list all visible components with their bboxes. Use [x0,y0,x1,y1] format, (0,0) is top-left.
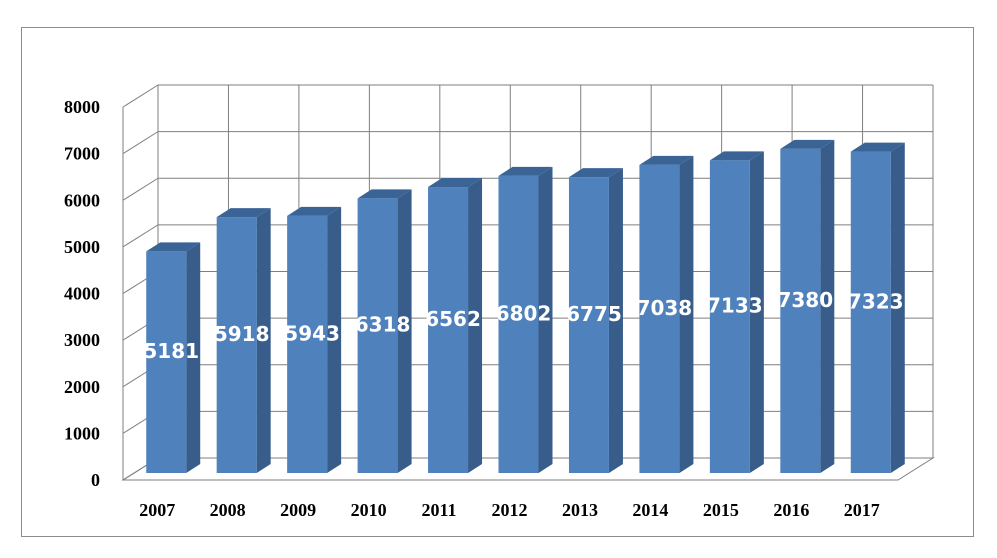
bar-2012 [498,166,553,473]
bar-front [850,151,891,473]
bar-top [216,208,271,218]
y-tick-label: 5000 [64,237,100,257]
bar-front [287,215,328,473]
x-tick-label: 2009 [280,500,316,520]
bar-top [498,166,553,176]
bar-front [639,164,680,473]
y-tick-label: 4000 [64,284,100,304]
bar-top [428,178,483,188]
data-labels: 5181 5918 5943 6318 6562 6802 6775 7038 7133 7380… [143,288,903,363]
bar-front [146,251,187,473]
bar-front [568,177,609,473]
bar-2008 [216,208,271,474]
x-tick-label: 2012 [492,500,528,520]
bars-layer [146,139,905,474]
x-tick-label: 2016 [773,500,809,520]
data-label: 5181 [143,339,199,363]
x-tick-label: 2013 [562,500,598,520]
y-tick-label: 2000 [64,377,100,397]
x-tick-label: 2010 [351,500,387,520]
bar-front [357,198,398,473]
bar-top [850,142,905,152]
bar-side [749,151,764,473]
bar-2010 [357,189,412,473]
y-tick-label: 7000 [64,144,100,164]
gridline-wall [122,131,159,155]
bar-2014 [639,155,694,473]
y-tick-label: 3000 [64,330,100,350]
bar-side [538,166,553,473]
gridline-wall [122,224,159,248]
data-label: 6318 [355,313,411,337]
bar-front [216,217,257,473]
bar-top [568,168,623,178]
bar-side [608,168,623,473]
data-label: 5943 [284,321,340,345]
x-tick-label: 2014 [632,500,668,520]
bar-front [428,187,469,473]
bar-top [639,155,694,165]
x-tick-label: 2008 [210,500,246,520]
data-label: 7380 [777,288,833,312]
bar-side [256,208,271,474]
bar-side [468,178,483,473]
bar-2011 [428,178,483,473]
bar-side [890,142,905,473]
data-label: 6775 [566,302,622,326]
bar-top [780,139,835,149]
bar-top [357,189,412,199]
bar-side [820,139,835,473]
data-label: 6802 [496,301,552,325]
y-tick-label: 8000 [64,97,100,117]
data-label: 7038 [637,296,693,320]
bar-side [327,206,342,473]
gridline-wall [122,177,159,201]
x-tick-label: 2011 [422,500,457,520]
bar-front [498,175,539,473]
y-tick-labels: 0 1000 2000 3000 4000 5000 6000 7000 8000 [64,97,100,490]
bar-2017 [850,142,905,473]
data-label: 5918 [214,322,270,346]
x-tick-label: 2017 [844,500,880,520]
bar-top [709,151,764,161]
bar-side [186,242,201,473]
data-label: 7323 [848,289,904,313]
bar-2007 [146,242,201,473]
bar-side [679,155,694,473]
bar-side [397,189,412,473]
bar-2009 [287,206,342,473]
bar-front [780,148,821,473]
bar-top [287,206,342,216]
bar-top [146,242,201,252]
data-label: 7133 [707,294,763,318]
bar-2016 [780,139,835,473]
gridline-wall [122,84,159,108]
y-tick-label: 6000 [64,190,100,210]
bar-2013 [568,168,623,473]
y-tick-label: 1000 [64,423,100,443]
bar-front [709,160,750,473]
x-tick-label: 2007 [139,500,175,520]
data-label: 6562 [425,307,481,331]
x-tick-labels: 2007 2008 2009 2010 2011 2012 2013 2014 2015 2016… [139,500,880,520]
x-tick-label: 2015 [703,500,739,520]
y-tick-label: 0 [91,470,100,490]
bar-2015 [709,151,764,473]
